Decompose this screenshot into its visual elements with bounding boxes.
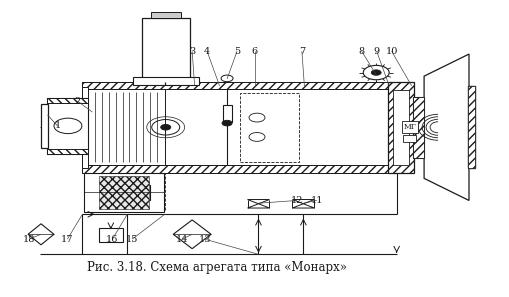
- Bar: [82, 165, 389, 173]
- Bar: [222, 105, 232, 122]
- Bar: [41, 104, 48, 148]
- Polygon shape: [292, 200, 315, 204]
- Bar: [468, 86, 475, 168]
- Bar: [142, 18, 190, 82]
- Text: 17: 17: [61, 235, 74, 244]
- Text: МГ: МГ: [403, 123, 416, 131]
- Text: 9: 9: [374, 47, 380, 56]
- Bar: [99, 176, 149, 209]
- Text: 8: 8: [359, 47, 365, 56]
- Polygon shape: [247, 200, 269, 204]
- Bar: [99, 228, 123, 242]
- Text: 3: 3: [189, 47, 195, 56]
- Circle shape: [161, 124, 171, 130]
- Text: 14: 14: [176, 235, 188, 244]
- Text: 4: 4: [204, 47, 210, 56]
- Polygon shape: [247, 204, 269, 208]
- Text: 16: 16: [106, 235, 119, 244]
- Bar: [413, 97, 424, 158]
- Bar: [82, 89, 389, 165]
- Bar: [127, 185, 150, 200]
- Text: 11: 11: [310, 196, 323, 205]
- Bar: [402, 121, 417, 133]
- Polygon shape: [173, 220, 211, 249]
- Bar: [413, 97, 424, 158]
- Polygon shape: [28, 224, 54, 245]
- Bar: [47, 98, 89, 154]
- Bar: [468, 86, 475, 168]
- Circle shape: [222, 120, 232, 126]
- Text: 15: 15: [126, 235, 138, 244]
- Circle shape: [371, 70, 381, 75]
- Bar: [82, 82, 389, 89]
- Bar: [240, 93, 299, 162]
- Bar: [393, 90, 409, 165]
- Bar: [82, 87, 89, 168]
- Text: 12: 12: [291, 196, 303, 205]
- Polygon shape: [424, 54, 469, 200]
- Text: 6: 6: [251, 47, 258, 56]
- Bar: [84, 173, 164, 211]
- Text: 18: 18: [23, 235, 35, 244]
- Bar: [47, 148, 89, 154]
- Text: 7: 7: [299, 47, 305, 56]
- Bar: [47, 98, 89, 103]
- Text: 2: 2: [74, 97, 80, 105]
- Text: 13: 13: [199, 235, 211, 244]
- Text: Рис. 3.18. Схема агрегата типа «Монарх»: Рис. 3.18. Схема агрегата типа «Монарх»: [88, 261, 348, 274]
- Polygon shape: [292, 204, 315, 208]
- Text: 10: 10: [385, 47, 398, 56]
- Bar: [132, 181, 145, 185]
- Bar: [388, 82, 414, 173]
- Bar: [133, 77, 199, 85]
- Bar: [88, 89, 165, 165]
- Text: 5: 5: [234, 47, 240, 56]
- Bar: [403, 135, 416, 143]
- Text: 1: 1: [54, 121, 61, 130]
- Bar: [151, 12, 181, 18]
